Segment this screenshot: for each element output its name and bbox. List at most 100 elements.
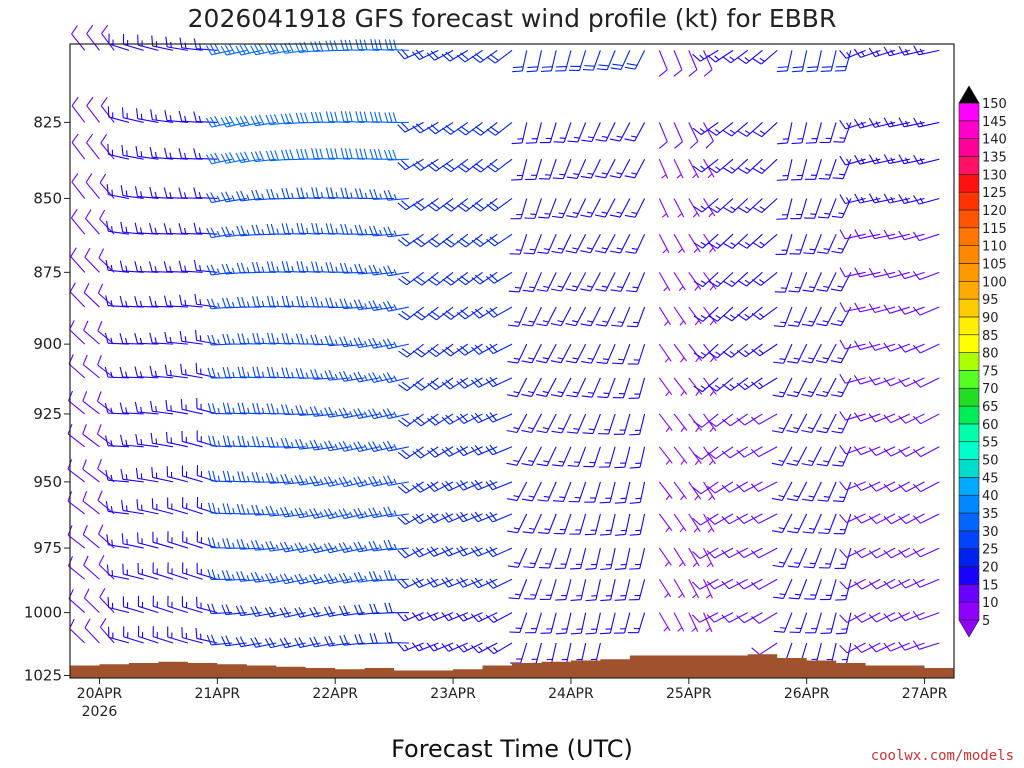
- barb-half-flag: [232, 542, 235, 549]
- wind-barb: [83, 320, 100, 345]
- barb-shaft: [328, 157, 350, 160]
- barb-shaft: [71, 181, 86, 199]
- barb-shaft: [590, 198, 601, 218]
- wind-barb: [207, 569, 233, 580]
- barb-full-flag: [506, 498, 518, 502]
- barb-half-flag: [184, 265, 187, 272]
- barb-full-flag: [119, 295, 124, 307]
- wind-barb: [673, 413, 688, 433]
- barb-half-flag: [730, 314, 736, 319]
- barb-shaft: [68, 363, 86, 379]
- barb-half-flag: [778, 494, 785, 498]
- barb-shaft: [492, 547, 513, 558]
- barb-shaft: [166, 374, 188, 379]
- barb-full-flag: [412, 450, 421, 459]
- barb-full-flag: [285, 295, 290, 307]
- barb-shaft: [358, 271, 380, 275]
- barb-shaft: [658, 612, 671, 632]
- wind-barb: [658, 481, 673, 501]
- barb-full-flag: [854, 644, 862, 653]
- barb-shaft: [801, 50, 808, 72]
- wind-barb: [324, 635, 351, 647]
- wind-barb: [692, 121, 719, 136]
- wind-barb: [566, 377, 587, 398]
- barb-half-flag: [276, 228, 279, 235]
- barb-shaft: [240, 547, 262, 550]
- barb-shaft: [658, 481, 673, 499]
- barb-full-flag: [536, 430, 547, 434]
- barb-half-flag: [837, 357, 844, 360]
- barb-half-flag: [246, 229, 250, 236]
- barb-shaft: [658, 413, 673, 431]
- barb-half-flag: [587, 357, 594, 360]
- barb-shaft: [702, 343, 719, 359]
- wind-barb: [354, 224, 380, 236]
- barb-full-flag: [353, 409, 360, 419]
- barb-full-flag: [205, 117, 213, 128]
- barb-half-flag: [232, 407, 235, 414]
- barb-shaft: [714, 547, 734, 559]
- barb-shaft: [225, 233, 247, 238]
- barb-shaft: [548, 547, 557, 569]
- barb-half-flag: [679, 320, 685, 326]
- barb-shaft: [796, 481, 808, 501]
- barb-half-flag: [543, 248, 550, 251]
- barb-half-flag: [807, 390, 814, 394]
- barb-shaft: [418, 642, 439, 652]
- barb-full-flag: [839, 444, 847, 455]
- barb-full-flag: [868, 267, 876, 278]
- wind-barb: [834, 547, 852, 569]
- barb-half-flag: [837, 285, 844, 288]
- barb-full-flag: [816, 323, 827, 327]
- barb-half-flag: [708, 460, 714, 466]
- wind-barb: [152, 562, 174, 580]
- barb-shaft: [658, 50, 668, 71]
- barb-shaft: [730, 377, 749, 391]
- wind-barb: [839, 411, 866, 421]
- wind-barb: [790, 159, 808, 181]
- barb-full-flag: [868, 413, 877, 423]
- barb-half-flag: [558, 460, 565, 463]
- barb-full-flag: [97, 283, 104, 294]
- barb-full-flag: [430, 577, 438, 586]
- barb-full-flag: [285, 261, 290, 272]
- wind-barb: [898, 343, 925, 353]
- barb-half-flag: [350, 228, 353, 235]
- barb-full-flag: [266, 366, 271, 378]
- barb-shaft: [107, 479, 129, 483]
- barb-full-flag: [327, 476, 334, 486]
- wind-barb: [658, 377, 673, 397]
- barb-full-flag: [430, 237, 441, 245]
- wind-barb: [581, 377, 601, 398]
- barb-full-flag: [610, 250, 621, 254]
- barb-shaft: [516, 481, 528, 501]
- barb-full-flag: [368, 508, 374, 518]
- barb-full-flag: [721, 549, 730, 559]
- barb-full-flag: [105, 469, 109, 481]
- wind-barb: [182, 531, 203, 549]
- barb-full-flag: [401, 578, 409, 587]
- barb-shaft: [70, 217, 86, 235]
- barb-shaft: [123, 543, 144, 549]
- barb-half-flag: [794, 286, 801, 289]
- barb-full-flag: [120, 185, 124, 196]
- barb-full-flag: [270, 472, 275, 484]
- barb-shaft: [531, 343, 542, 364]
- barb-half-flag: [744, 57, 750, 62]
- barb-shaft: [579, 513, 587, 535]
- barb-full-flag: [382, 373, 389, 383]
- wind-barb: [384, 632, 409, 644]
- barb-full-flag: [831, 215, 843, 219]
- wind-barb: [614, 481, 631, 504]
- barb-full-flag: [325, 297, 330, 308]
- barb-half-flag: [393, 478, 397, 485]
- colorbar-swatch: [958, 494, 980, 514]
- wind-barb: [442, 198, 469, 212]
- barb-half-flag: [700, 351, 707, 356]
- barb-full-flag: [580, 288, 591, 292]
- barb-shaft: [479, 233, 498, 248]
- barb-half-flag: [246, 301, 250, 308]
- barb-full-flag: [101, 24, 109, 34]
- barb-full-flag: [737, 242, 748, 249]
- barb-half-flag: [904, 197, 909, 203]
